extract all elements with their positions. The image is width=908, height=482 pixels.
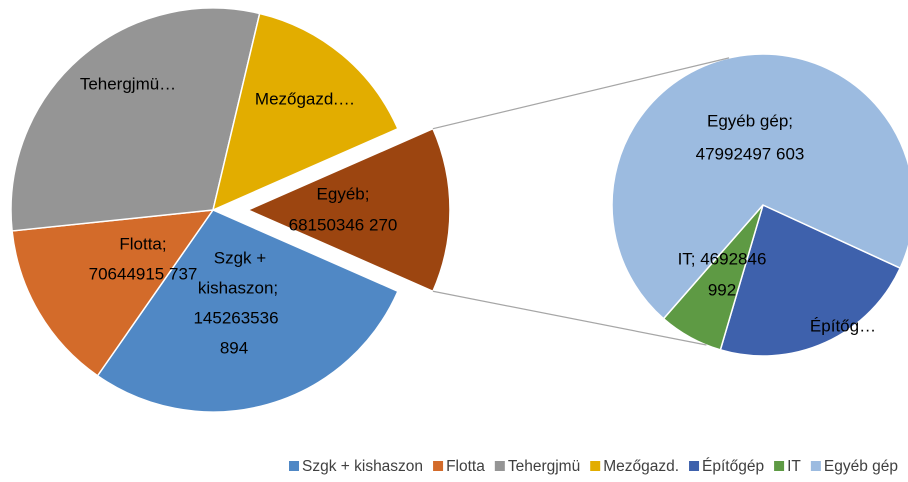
data-label: 145263536 xyxy=(193,308,278,327)
legend-swatch xyxy=(289,461,299,471)
data-label: IT; 4692846 xyxy=(678,249,767,268)
pie-slice xyxy=(96,209,399,413)
data-label: 68150346 270 xyxy=(289,215,398,234)
pie-slice xyxy=(211,12,399,212)
connector-line xyxy=(432,57,730,130)
legend-label: Szgk + kishaszon xyxy=(302,458,423,475)
data-label: 992 xyxy=(708,280,736,299)
data-label: 70644915 737 xyxy=(89,264,198,283)
pie-slice-other xyxy=(246,127,451,293)
data-label: Építőg… xyxy=(810,316,876,335)
legend-swatch xyxy=(810,461,821,471)
data-label: 47992497 603 xyxy=(696,144,805,163)
legend-swatch xyxy=(494,461,505,471)
data-label: Tehergjmü… xyxy=(80,74,176,93)
legend-label: Mezőgazd. xyxy=(603,458,679,475)
pie-slice xyxy=(611,53,908,320)
legend-swatch xyxy=(774,461,785,471)
data-label: kishaszon; xyxy=(198,278,278,297)
data-label: Mezőgazd.… xyxy=(255,89,355,108)
data-label: Egyéb gép; xyxy=(707,111,793,130)
legend-label: Flotta xyxy=(446,458,485,475)
data-label: Egyéb; xyxy=(317,184,370,203)
data-label: Szgk + xyxy=(214,248,267,267)
pie-slice xyxy=(719,203,902,357)
legend-label: Tehergjmü xyxy=(508,458,580,475)
legend-swatch xyxy=(590,461,601,471)
legend-swatch xyxy=(433,461,444,471)
legend-swatch xyxy=(689,461,700,471)
data-label: 894 xyxy=(220,338,248,357)
legend-label: IT xyxy=(787,458,801,475)
legend-label: Építőgép xyxy=(702,458,764,475)
data-label: Flotta; xyxy=(119,234,166,253)
connector-line xyxy=(432,290,707,346)
pie-slice xyxy=(10,7,261,232)
legend-label: Egyéb gép xyxy=(824,458,898,475)
pie-slice xyxy=(11,209,215,377)
legend: Szgk + kishaszon Flotta Tehergjmü Mezőgazd.… xyxy=(289,458,898,475)
